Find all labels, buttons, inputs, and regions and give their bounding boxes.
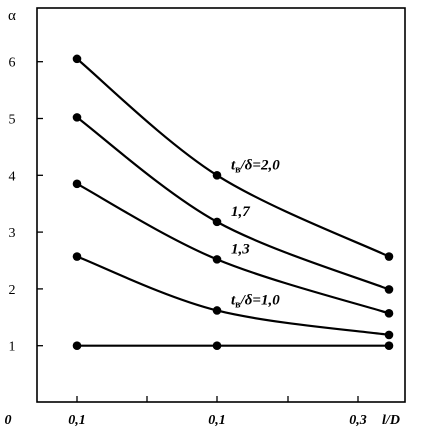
series-label-0: tв/δ=2,0 <box>231 157 280 175</box>
data-point <box>212 255 222 264</box>
data-point <box>212 217 222 227</box>
data-point <box>384 309 394 318</box>
y-tick-label: 1 <box>9 340 16 355</box>
y-tick-label: 5 <box>9 113 16 128</box>
y-tick-label: 3 <box>9 226 16 241</box>
data-point <box>384 341 394 351</box>
series-label-1: 1,7 <box>231 204 250 220</box>
data-point <box>72 54 82 64</box>
x-tick-label: 0 <box>5 413 12 428</box>
series-label-value: /δ=1,0 <box>240 292 281 308</box>
data-point <box>212 171 222 180</box>
y-tick-label: 4 <box>9 169 16 184</box>
data-point <box>72 113 82 122</box>
data-point <box>72 252 82 261</box>
y-tick-label: 6 <box>9 56 16 71</box>
y-tick-label: 2 <box>9 283 16 298</box>
data-point <box>212 341 222 351</box>
data-point <box>384 252 394 261</box>
data-point <box>72 179 82 189</box>
y-axis-label: α <box>8 8 16 24</box>
data-point <box>72 341 82 351</box>
plot-frame <box>36 7 406 403</box>
x-tick-label: 0,3 <box>349 413 367 428</box>
data-points <box>72 54 394 351</box>
series-label-subscript: в <box>235 164 241 175</box>
axes <box>36 7 406 403</box>
series-label-3: tв/δ=1,0 <box>231 292 280 310</box>
data-point <box>212 306 222 315</box>
series-label-2: 1,3 <box>231 241 250 257</box>
data-point <box>384 330 394 340</box>
series-label-var: t <box>231 157 236 173</box>
series-label-subscript: в <box>235 299 241 310</box>
x-axis-label: l/D <box>382 413 400 428</box>
data-point <box>384 285 394 294</box>
series-label-value: /δ=2,0 <box>240 157 281 173</box>
x-tick-label: 0,1 <box>68 413 86 428</box>
series-label-var: t <box>231 292 236 308</box>
x-tick-label: 0,1 <box>208 413 226 428</box>
